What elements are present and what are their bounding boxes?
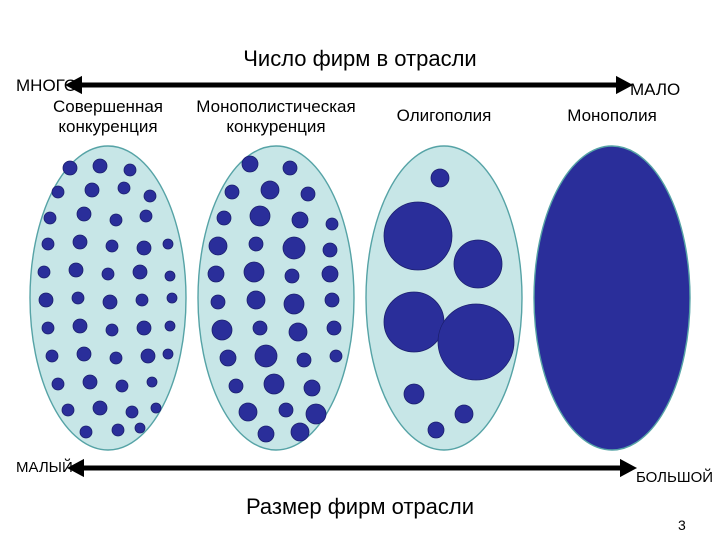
label-monopoly: Монополия xyxy=(512,106,712,126)
top-axis-right-label: МАЛО xyxy=(630,80,680,100)
bottom-title: Размер фирм отрасли xyxy=(160,494,560,520)
top-axis-left-label: МНОГО xyxy=(16,76,77,96)
page-number: 3 xyxy=(678,517,686,533)
bottom-axis-right-label: БОЛЬШОЙ xyxy=(636,469,713,486)
diagram-svg xyxy=(0,0,720,540)
diagram-stage: Число фирм в отрасли Размер фирм отрасли… xyxy=(0,0,720,540)
bottom-axis-left-label: МАЛЫЙ xyxy=(16,459,73,476)
top-title: Число фирм в отрасли xyxy=(160,46,560,72)
